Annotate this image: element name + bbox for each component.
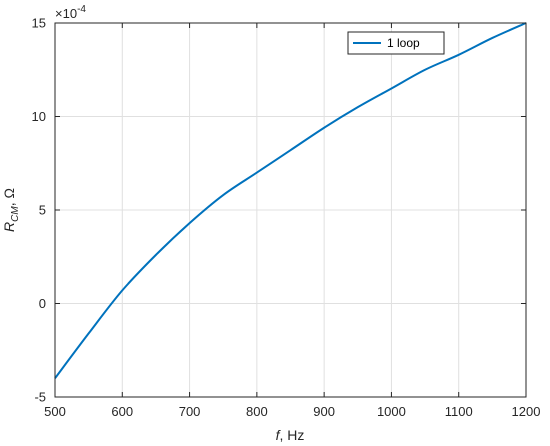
y-tick-labels: -5 0 5 10 15 xyxy=(32,16,46,405)
x-tick-labels: 500 600 700 800 900 1000 1100 1200 xyxy=(44,404,540,419)
series-layer xyxy=(54,22,527,379)
legend: 1 loop xyxy=(347,31,445,55)
x-tick-label: 1200 xyxy=(512,404,541,419)
y-tick-label: 10 xyxy=(32,109,46,124)
y-tick-label: -5 xyxy=(34,390,46,405)
y-axis-label: RCM, Ω xyxy=(1,188,21,232)
y-exponent-power: -4 xyxy=(77,4,86,15)
x-tick-label: 600 xyxy=(111,404,133,419)
x-tick-label: 800 xyxy=(246,404,268,419)
y-tick-label: 15 xyxy=(32,16,46,31)
x-axis-label: f, Hz xyxy=(276,427,305,443)
legend-label-1-loop: 1 loop xyxy=(387,36,420,50)
x-tick-label: 700 xyxy=(179,404,201,419)
x-tick-label: 500 xyxy=(44,404,66,419)
legend-box xyxy=(347,31,445,55)
series-line-1-loop xyxy=(54,22,527,379)
x-axis-label-unit: , Hz xyxy=(280,427,305,443)
y-tick-label: 0 xyxy=(39,296,46,311)
tick-marks xyxy=(54,22,527,398)
y-axis-label-unit: , Ω xyxy=(1,188,17,206)
x-tick-label: 900 xyxy=(313,404,335,419)
x-axis-label-var: f xyxy=(276,427,282,443)
x-tick-label: 1100 xyxy=(445,404,473,419)
y-tick-label: 5 xyxy=(39,203,46,218)
y-axis-label-sub: CM xyxy=(10,206,21,222)
y-exponent-label: ×10-4 xyxy=(55,4,86,21)
y-exponent-base: ×10 xyxy=(55,6,77,21)
x-tick-label: 1000 xyxy=(377,404,406,419)
y-axis-label-var: R xyxy=(1,222,17,232)
